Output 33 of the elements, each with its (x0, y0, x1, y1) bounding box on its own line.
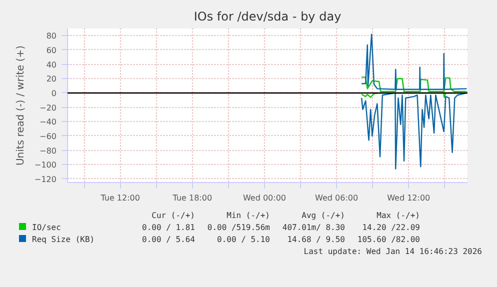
text: 0.00 / 1.81 (141, 222, 195, 234)
text: Max (-/+) (376, 210, 420, 222)
y-tick-label: 60 (46, 46, 57, 55)
text: 14.68 / 9.50 (286, 234, 345, 246)
x-tick-label: Tue 18:00 (172, 194, 212, 202)
x-tick-label: Wed 12:00 (387, 194, 430, 202)
text: 14.20 /22.09 (361, 222, 420, 234)
legend-label: Req Size (KB) (32, 234, 96, 246)
text: 0.00 / 5.10 (216, 234, 270, 246)
chart-title: IOs for /dev/sda - by day (194, 10, 342, 24)
text: Avg (-/+) (300, 210, 345, 222)
y-tick-label: 20 (46, 74, 57, 84)
text: Min (-/+) (226, 210, 270, 222)
x-tick-label: Tue 12:00 (100, 194, 140, 202)
y-axis-title: Units read (-) / write (+) (16, 45, 27, 166)
text: Last update: Wed Jan 14 16:46:23 2026 (302, 246, 483, 258)
y-tick-label: −120 (34, 174, 57, 184)
text: 105.60 /82.00 (356, 234, 420, 246)
text: Cur (-/+) (150, 210, 195, 222)
legend-label: IO/sec (32, 222, 62, 234)
y-tick-label: −40 (40, 118, 57, 127)
y-tick-label: −60 (40, 132, 57, 141)
text: 407.01m/ 8.30 (281, 222, 345, 234)
y-tick-label: −20 (40, 103, 57, 112)
y-tick-label: 0 (51, 88, 57, 98)
y-tick-label: −100 (34, 160, 57, 170)
y-tick-label: 80 (46, 32, 57, 41)
text: 0.00 /519.56m (206, 222, 270, 234)
x-tick-label: Wed 00:00 (242, 194, 286, 202)
y-tick-label: 40 (46, 60, 57, 70)
y-tick-label: −80 (40, 146, 57, 156)
text: 0.00 / 5.64 (141, 234, 195, 246)
x-tick-label: Wed 06:00 (315, 194, 358, 202)
